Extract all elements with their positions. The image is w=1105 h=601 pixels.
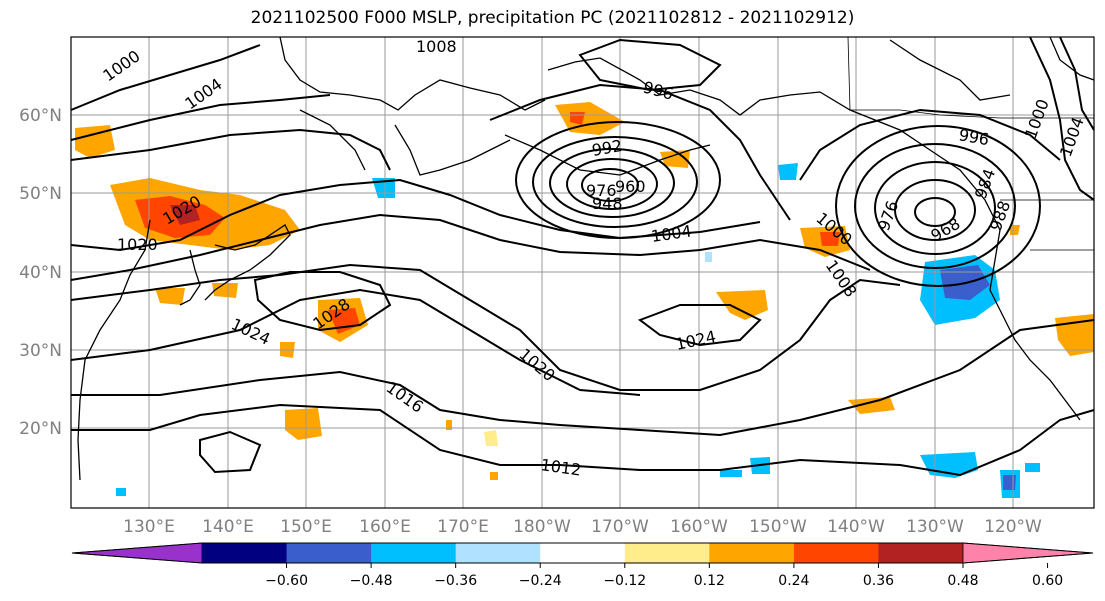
colorbar-tick-label: −0.24 xyxy=(519,573,562,589)
colorbar-segment xyxy=(371,543,457,563)
isobars xyxy=(70,36,1095,477)
colorbar-segment xyxy=(709,543,795,563)
lat-label: 30°N xyxy=(19,341,62,361)
map-frame xyxy=(70,36,1095,509)
colorbar-segment xyxy=(540,543,626,563)
colorbar-tick-label: 0.48 xyxy=(947,573,978,589)
lat-label: 50°N xyxy=(19,184,62,204)
lon-label: 150°E xyxy=(280,517,332,537)
colorbar-tick-label: 0.36 xyxy=(863,573,894,589)
lon-label: 160°E xyxy=(359,517,411,537)
colorbar-segment xyxy=(793,543,879,563)
colorbar-tick-label: 0.24 xyxy=(778,573,809,589)
lat-label: 40°N xyxy=(19,263,62,283)
longitude-labels: 130°E 140°E 150°E 160°E 170°E 180°W 170°… xyxy=(123,517,1042,537)
lon-label: 140°E xyxy=(202,517,254,537)
contour-label: 1008 xyxy=(416,37,457,56)
lat-label: 20°N xyxy=(19,419,62,439)
colorbar-tick-label: −0.36 xyxy=(434,573,477,589)
colorbar-segment xyxy=(286,543,372,563)
contour-label: 960 xyxy=(615,177,646,196)
lon-label: 160°W xyxy=(670,517,728,537)
colorbar-tick-label: −0.48 xyxy=(350,573,393,589)
contour-label: 1020 xyxy=(117,235,158,254)
contour-label: 976 xyxy=(586,181,617,200)
lon-label: 130°E xyxy=(123,517,175,537)
colorbar-extend-max xyxy=(962,542,1094,564)
colorbar-segment xyxy=(624,543,710,563)
colorbar-segment xyxy=(202,543,288,563)
coastlines xyxy=(77,36,1095,481)
colorbar-tick-label: 0.60 xyxy=(1032,573,1063,589)
colorbar-extend-min xyxy=(71,542,203,564)
lon-label: 120°W xyxy=(984,517,1042,537)
colorbar-tick-label: −0.60 xyxy=(265,573,308,589)
borders xyxy=(847,36,1094,251)
colorbar-segment xyxy=(878,543,964,563)
lon-label: 180°W xyxy=(513,517,571,537)
lon-label: 130°W xyxy=(906,517,964,537)
colorbar-tick-label: 0.12 xyxy=(694,573,725,589)
contour-label: 948 xyxy=(592,194,623,213)
colorbar: −0.60 −0.48 −0.36 −0.24 −0.12 0.12 0.24 0.36 0.4… xyxy=(71,542,1094,589)
colorbar-outline xyxy=(71,542,1094,564)
lon-label: 170°E xyxy=(437,517,489,537)
colorbar-segment xyxy=(455,543,541,563)
lon-label: 140°W xyxy=(827,517,885,537)
latitude-labels: 60°N 50°N 40°N 30°N 20°N xyxy=(19,106,62,439)
lon-label: 170°W xyxy=(591,517,649,537)
map-panel: 1000 1004 1008 996 992 976 960 948 1020 … xyxy=(70,36,1095,509)
colorbar-tick-label: −0.12 xyxy=(603,573,646,589)
map-title: 2021102500 F000 MSLP, precipitation PC (… xyxy=(250,8,855,28)
lon-label: 150°W xyxy=(749,517,807,537)
lat-label: 60°N xyxy=(19,106,62,126)
